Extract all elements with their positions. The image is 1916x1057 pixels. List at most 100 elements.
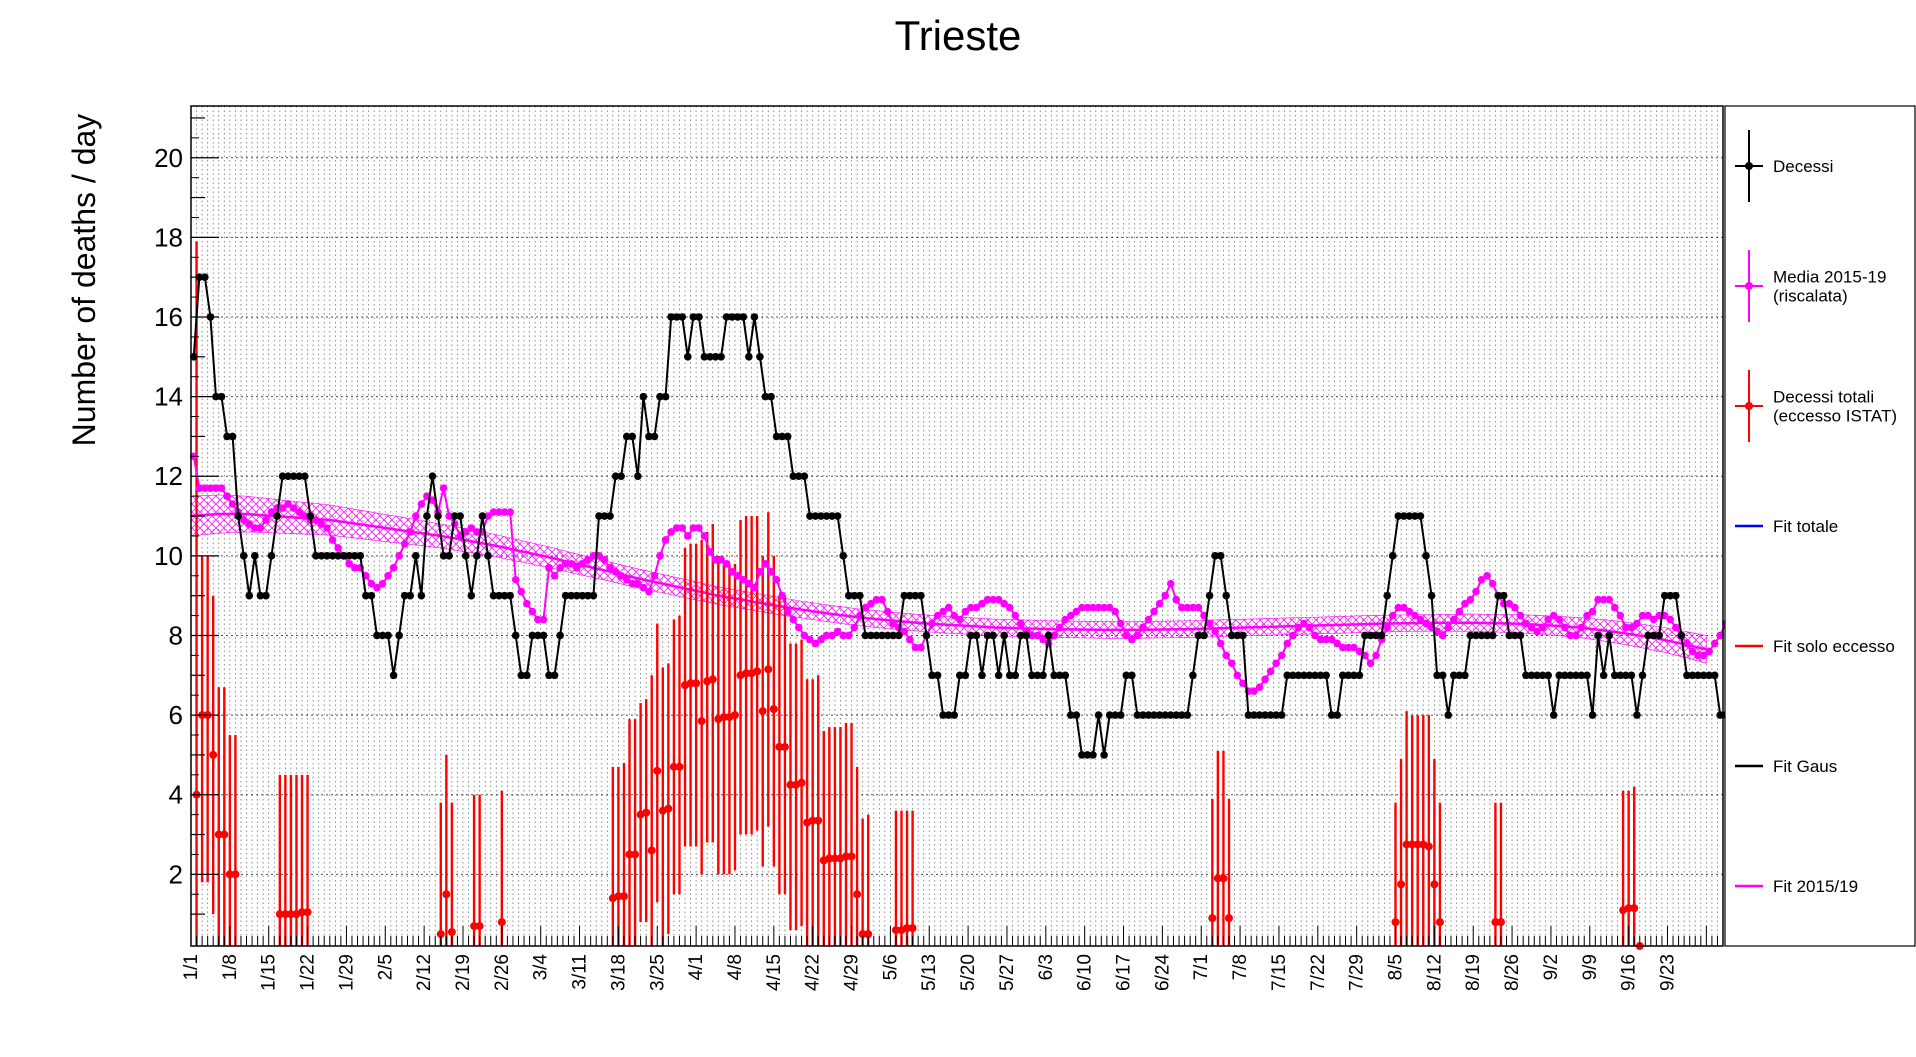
y-tick-label: 14 <box>154 382 183 412</box>
eccesso-point <box>1491 918 1500 927</box>
x-tick-label: 7/8 <box>1230 954 1251 980</box>
media-point <box>606 564 614 572</box>
eccesso-point <box>442 890 451 899</box>
media-point <box>778 591 786 600</box>
media-point <box>500 508 509 516</box>
media-point <box>201 484 209 492</box>
decessi-point <box>822 512 831 520</box>
decessi-point <box>545 671 553 680</box>
decessi-point <box>1705 671 1713 680</box>
decessi-point <box>1572 671 1580 680</box>
decessi-point <box>1438 671 1447 680</box>
decessi-point <box>1000 631 1008 640</box>
x-tick-label: 7/22 <box>1308 954 1329 991</box>
legend-label: Media 2015-19 <box>1773 268 1886 287</box>
decessi-point <box>289 472 298 481</box>
decessi-point <box>922 631 931 640</box>
decessi-point <box>534 631 542 640</box>
eccesso-point <box>847 852 856 861</box>
media-point <box>750 583 759 592</box>
fit-2015-19-line <box>190 512 1707 651</box>
decessi-point <box>251 552 259 560</box>
media-point <box>1083 603 1092 612</box>
decessi-point <box>1688 671 1697 680</box>
decessi-point <box>1261 711 1269 719</box>
media-point <box>722 560 731 568</box>
decessi-point <box>1522 671 1530 680</box>
decessi-point <box>1005 671 1014 680</box>
x-tick-label: 2/26 <box>492 954 513 991</box>
eccesso-point <box>1408 840 1417 849</box>
decessi-point <box>1549 711 1558 719</box>
decessi-point <box>944 711 953 719</box>
decessi-point <box>622 432 631 441</box>
legend: Decessi Media 2015-19(riscalata) Decessi t… <box>1724 105 1916 947</box>
media-point <box>1555 615 1564 624</box>
decessi-point <box>617 472 625 481</box>
fit-line-layer <box>190 512 1707 651</box>
media-point <box>1411 611 1419 620</box>
y-tick-label: 10 <box>154 541 183 571</box>
media-point <box>1616 611 1625 620</box>
eccesso-point <box>619 892 628 901</box>
media-point <box>917 643 925 652</box>
decessi-point <box>1338 671 1347 680</box>
media-point <box>844 631 853 640</box>
x-tick-label: 2/12 <box>414 954 435 991</box>
media-point <box>345 560 353 568</box>
chart-title: Trieste <box>895 12 1022 59</box>
media-point <box>756 567 764 576</box>
decessi-point <box>234 512 242 520</box>
media-point <box>489 508 498 516</box>
eccesso-point <box>808 816 817 825</box>
eccesso-point <box>903 924 912 933</box>
eccesso-point <box>853 890 862 899</box>
decessi-point <box>1350 671 1358 680</box>
decessi-point <box>1633 711 1641 719</box>
media-point <box>295 508 304 516</box>
eccesso-point <box>664 804 673 813</box>
media-point <box>1017 619 1025 628</box>
decessi-point <box>1322 671 1330 680</box>
media-point <box>1033 631 1042 640</box>
media-point <box>833 627 842 636</box>
x-tick-label: 7/29 <box>1347 954 1368 991</box>
decessi-point <box>356 552 365 560</box>
eccesso-point <box>780 742 789 751</box>
eccesso-point <box>1630 904 1639 913</box>
media-point <box>1527 623 1536 632</box>
decessi-point <box>739 313 748 321</box>
decessi-point <box>606 512 614 520</box>
decessi-point <box>273 512 281 520</box>
media-point <box>789 615 798 624</box>
media-point <box>1116 619 1125 628</box>
media-point <box>528 607 537 616</box>
decessi-point <box>695 313 703 321</box>
decessi-point <box>500 591 509 600</box>
media-point <box>534 615 542 624</box>
x-tick-label: 5/6 <box>880 954 901 980</box>
eccesso-point <box>742 669 751 678</box>
media-point <box>367 579 376 588</box>
decessi-point <box>572 591 581 600</box>
media-point <box>733 571 742 580</box>
decessi-point <box>1028 671 1036 680</box>
decessi-point <box>506 591 514 600</box>
decessi-point <box>611 472 620 481</box>
eccesso-point <box>214 830 223 839</box>
eccesso-point <box>625 850 634 859</box>
x-tick-label: 9/2 <box>1541 954 1562 980</box>
media-point <box>1394 603 1403 612</box>
media-point <box>1005 603 1014 612</box>
media-point <box>1039 635 1047 644</box>
y-tick-label: 20 <box>154 143 183 173</box>
media-point <box>400 540 409 548</box>
legend-label: (riscalata) <box>1773 287 1848 306</box>
decessi-point <box>961 671 970 680</box>
decessi-point <box>339 552 348 560</box>
decessi-point <box>478 512 487 520</box>
eccesso-point <box>1402 840 1411 849</box>
media-point <box>972 603 981 612</box>
decessi-point <box>1677 631 1686 640</box>
media-point <box>245 520 254 528</box>
